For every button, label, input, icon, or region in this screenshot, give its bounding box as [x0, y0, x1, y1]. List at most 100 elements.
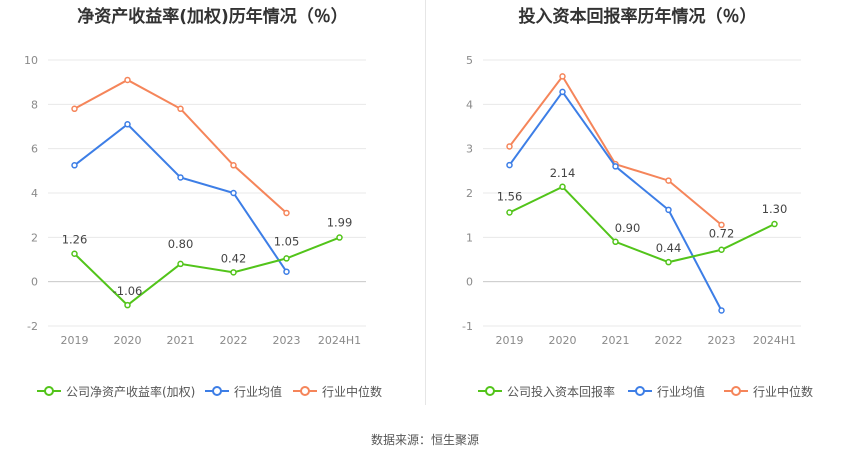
roic-y-tick-label: 2	[466, 187, 473, 200]
roe-x-tick-label: 2020	[114, 334, 142, 347]
roic-data-label: 0.72	[709, 227, 735, 241]
roe-x-tick-label: 2021	[167, 334, 195, 347]
roe-y-tick-label: 2	[31, 231, 38, 244]
roe-industry-median-point[interactable]	[177, 105, 184, 113]
roic-data-label: 0.44	[656, 241, 682, 255]
roic-company-line	[509, 185, 775, 264]
roe-industry-median-point[interactable]	[283, 209, 290, 217]
roic-industry-mean-point[interactable]	[665, 206, 672, 214]
roic-chart: -1 0 1 2 3 4 5 2019 2020 2021 2022 2023 2024H1 1.56 2.…	[462, 54, 801, 347]
legend-label: 行业中位数	[753, 384, 814, 399]
roic-company-point[interactable]	[559, 183, 566, 191]
legend-label: 行业均值	[234, 384, 283, 399]
roic-company-point[interactable]	[771, 220, 778, 228]
roic-y-tick-label: 4	[466, 98, 473, 111]
legend-line-marker-icon	[724, 386, 748, 396]
roe-legend-company[interactable]: 公司净资产收益率(加权)	[36, 381, 195, 401]
roic-y-tick-label: 3	[466, 143, 473, 156]
roe-industry-median-point[interactable]	[230, 162, 237, 169]
roic-y-tick-label: -1	[462, 320, 473, 333]
roic-industry-median-line	[508, 74, 723, 226]
roic-industry-mean-point[interactable]	[559, 88, 566, 96]
roe-data-label: 1.99	[327, 216, 353, 230]
roe-company-line	[73, 236, 340, 307]
legend-label: 公司净资产收益率(加权)	[66, 384, 196, 399]
roic-y-tick-label: 5	[466, 54, 473, 67]
roe-x-tick-label: 2023	[273, 334, 301, 347]
roe-y-tick-label: -2	[27, 320, 38, 333]
roe-industry-mean-point[interactable]	[177, 174, 184, 181]
roe-x-tick-label: 2022	[220, 334, 248, 347]
roe-company-point[interactable]	[336, 234, 343, 241]
data-source-note: 数据来源：恒生聚源	[370, 433, 479, 447]
roic-x-tick-label: 2024H1	[753, 334, 796, 347]
roic-industry-median-point[interactable]	[665, 177, 672, 184]
roic-legend-company[interactable]: 公司投入资本回报率	[477, 381, 615, 401]
roe-chart-panel: 净资产收益率(加权)历年情况（％） -2 0 2 4 6 8 10 2019 2020 2021 2…	[0, 0, 425, 420]
roic-industry-median-point[interactable]	[506, 143, 513, 150]
roic-y-tick-label: 1	[466, 231, 473, 244]
roe-data-label: 1.26	[62, 233, 88, 247]
roic-x-tick-label: 2023	[708, 334, 736, 347]
roe-company-point[interactable]	[124, 301, 131, 309]
roe-industry-mean-point[interactable]	[283, 268, 290, 275]
roic-legend-industry-median[interactable]: 行业中位数	[723, 381, 813, 401]
legend-line-marker-icon	[205, 386, 229, 396]
legend-line-marker-icon	[478, 386, 502, 396]
roe-chart: -2 0 2 4 6 8 10 2019 2020 2021 2022 2023 2024H1 1.26 -…	[24, 54, 366, 347]
roic-y-tick-label: 0	[466, 276, 473, 289]
roic-chart-title: 投入资本回报率历年情况（％）	[518, 7, 757, 27]
roe-company-point[interactable]	[283, 255, 290, 262]
legend-label: 公司投入资本回报率	[507, 384, 616, 399]
roe-company-point[interactable]	[230, 269, 237, 276]
roe-data-label: 1.05	[274, 234, 300, 248]
roe-data-label: -1.06	[113, 284, 143, 298]
roic-industry-mean-line	[508, 90, 723, 311]
roe-y-tick-label: 4	[31, 187, 38, 200]
roe-y-tick-label: 8	[31, 98, 38, 111]
roic-industry-median-point[interactable]	[559, 73, 566, 80]
roe-data-label: 0.80	[168, 237, 194, 251]
roe-y-tick-label: 6	[31, 143, 38, 156]
roic-company-point[interactable]	[665, 258, 672, 266]
roe-company-point[interactable]	[71, 250, 78, 257]
roic-x-tick-label: 2020	[549, 334, 577, 347]
roe-industry-mean-point[interactable]	[124, 121, 131, 128]
roe-chart-title: 净资产收益率(加权)历年情况（％）	[77, 7, 348, 27]
legend-line-marker-icon	[628, 386, 652, 396]
roic-data-label: 1.30	[762, 202, 788, 216]
roic-legend-industry-mean[interactable]: 行业均值	[627, 381, 705, 401]
roic-company-point[interactable]	[506, 209, 513, 216]
roe-legend-industry-mean[interactable]: 行业均值	[204, 381, 282, 401]
roe-industry-median-point[interactable]	[124, 76, 131, 84]
roe-legend-industry-median[interactable]: 行业中位数	[292, 381, 382, 401]
roe-industry-median-point[interactable]	[71, 105, 78, 113]
roe-y-tick-label: 0	[31, 276, 38, 289]
legend-line-marker-icon	[37, 386, 61, 396]
roe-industry-mean-point[interactable]	[230, 189, 237, 197]
roic-company-point[interactable]	[718, 246, 725, 253]
roic-x-tick-label: 2019	[496, 334, 524, 347]
roe-industry-mean-point[interactable]	[71, 162, 78, 169]
roic-company-point[interactable]	[612, 238, 619, 246]
roe-data-label: 0.42	[221, 251, 247, 265]
roic-industry-mean-point[interactable]	[718, 307, 725, 314]
legend-label: 行业均值	[657, 384, 706, 399]
roic-chart-legend: 公司投入资本回报率 行业均值 行业中位数	[425, 381, 850, 401]
roic-chart-panel: 投入资本回报率历年情况（％） -1 0 1 2 3 4 5 2019 2020 2021 2022 2…	[425, 0, 850, 420]
panel-divider	[425, 0, 426, 405]
roe-x-tick-label: 2024H1	[318, 334, 361, 347]
legend-label: 行业中位数	[322, 384, 383, 399]
roic-data-label: 1.56	[497, 190, 523, 204]
roic-x-tick-label: 2021	[602, 334, 630, 347]
roe-y-tick-label: 10	[24, 54, 38, 67]
roic-data-label: 2.14	[550, 166, 576, 180]
legend-line-marker-icon	[293, 386, 317, 396]
roe-company-point[interactable]	[177, 260, 184, 268]
roic-x-tick-label: 2022	[655, 334, 683, 347]
roic-industry-mean-point[interactable]	[612, 163, 619, 170]
roic-data-label: 0.90	[615, 221, 641, 235]
roic-industry-median-point[interactable]	[718, 221, 725, 229]
roic-industry-mean-point[interactable]	[506, 161, 513, 169]
roe-chart-legend: 公司净资产收益率(加权) 行业均值 行业中位数	[0, 381, 425, 401]
